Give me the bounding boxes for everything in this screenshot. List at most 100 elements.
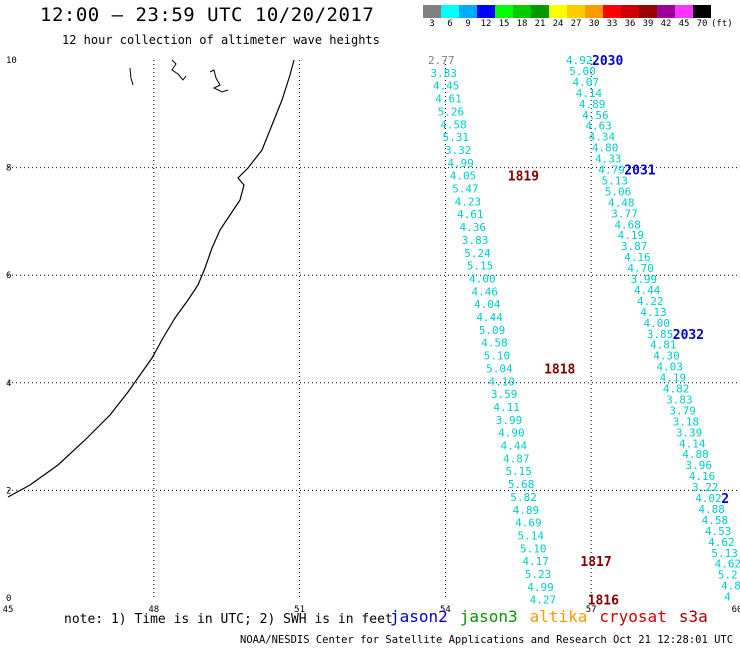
legend-swatch: 15 (495, 5, 513, 29)
legend-swatch: 45 (675, 5, 693, 29)
swh-value-label: 4.80 (592, 142, 619, 155)
swh-value-label: 4.22 (637, 295, 664, 308)
swh-value-label: 3.79 (669, 404, 696, 417)
swh-value-label: 5.26 (438, 105, 465, 118)
legend-color-chip (675, 5, 693, 18)
y-tick-label: 4 (6, 379, 11, 389)
swh-value-label: 5.31 (443, 131, 470, 144)
swh-value-label: 4.14 (679, 437, 706, 450)
legend-color-chip (657, 5, 675, 18)
swh-value-label: 4.99 (447, 157, 474, 170)
swh-value-label: 4.68 (614, 218, 641, 231)
swh-value-label: 4.58 (702, 514, 729, 527)
altimeter-tracks: 2.773.834.454.615.264.585.313.324.994.05… (428, 54, 740, 609)
legend-swatch: 36 (621, 5, 639, 29)
swh-value-label: 4.63 (585, 120, 612, 133)
swh-value-label: 5.00 (569, 65, 596, 78)
swh-value-label: 4.82 (663, 383, 690, 396)
swh-value-label: 4.89 (513, 504, 540, 517)
legend-color-chip (495, 5, 513, 18)
legend-label: 36 (624, 19, 636, 29)
legend-swatch: 3 (423, 5, 441, 29)
satellite-label-s3a: s3a (678, 607, 708, 626)
legend-swatch: 70 (693, 5, 711, 29)
island-outline (129, 67, 134, 86)
swh-value-label: 2.77 (428, 54, 455, 67)
map-title: 12:00 – 23:59 UTC 10/20/2017 (40, 4, 375, 26)
legend-label: 9 (465, 19, 471, 29)
swh-value-label: 5.68 (508, 478, 535, 491)
swh-value-label: 4.30 (653, 350, 680, 363)
swh-value-label: 4.44 (501, 440, 528, 453)
legend-swatch: 42 (657, 5, 675, 29)
swh-value-label: 3.83 (666, 393, 693, 406)
legend-swatch: 6 (441, 5, 459, 29)
x-tick-label: 51 (294, 605, 305, 615)
legend-color-chip (639, 5, 657, 18)
swh-value-label: 5.23 (525, 568, 552, 581)
swh-value-label: 4.90 (498, 427, 525, 440)
legend-label: 15 (498, 19, 510, 29)
swh-value-label: 5.15 (467, 260, 494, 273)
lat-lon-grid (8, 60, 737, 598)
legend-swatch: 12 (477, 5, 495, 29)
swh-value-label: 4.99 (527, 581, 554, 594)
swh-value-label: 4.10 (489, 375, 516, 388)
swh-value-label: 5.24 (464, 247, 491, 260)
island-outline (171, 59, 187, 81)
legend-color-chip (567, 5, 585, 18)
legend-label: 6 (447, 19, 453, 29)
swh-value-label: 5.47 (452, 183, 479, 196)
swh-value-label: 4.62 (715, 558, 740, 571)
swh-value-label: 3.99 (496, 414, 523, 427)
legend-color-chip (477, 5, 495, 18)
swh-value-label: 3.59 (491, 388, 518, 401)
swh-value-label: 4.69 (515, 517, 542, 530)
swh-value-label: 4.44 (476, 311, 503, 324)
legend-color-chip (531, 5, 549, 18)
swh-value-label: 4.45 (433, 80, 460, 93)
swh-value-label: 4.19 (660, 372, 687, 385)
swh-value-label: 4.70 (627, 262, 654, 275)
swh-value-label: 4.44 (634, 284, 661, 297)
legend-label: 42 (660, 19, 672, 29)
time-label: 1818 (544, 362, 575, 377)
swh-value-label: 5.13 (602, 174, 629, 187)
legend-color-chip (513, 5, 531, 18)
y-tick-label: 6 (6, 271, 11, 281)
swh-value-label: 5.15 (505, 465, 532, 478)
color-legend: 3 6 9 12 15 18 21 24 27 30 33 36 39 42 45 70 (423, 5, 711, 29)
time-label: 1817 (580, 555, 611, 570)
legend-color-chip (585, 5, 603, 18)
x-tick-label: 57 (586, 605, 597, 615)
swh-value-label: 5.09 (479, 324, 506, 337)
swh-value-label: 4.8 (721, 580, 740, 593)
swh-value-label: 4.92 (566, 54, 593, 67)
swh-value-label: 4 (724, 591, 731, 604)
legend-color-chip (549, 5, 567, 18)
coastline-path (7, 59, 295, 498)
legend-label: 12 (480, 19, 492, 29)
legend-color-chip (693, 5, 711, 18)
legend-color-chip (423, 5, 441, 18)
axis-tick-labels: 45 48 51 54 57 60 0 2 4 6 8 10 (3, 56, 740, 615)
credit-line: NOAA/NESDIS Center for Satellite Applica… (240, 634, 740, 646)
x-tick-label: 45 (3, 605, 14, 615)
swh-value-label: 3.87 (621, 240, 648, 253)
legend-label: 70 (696, 19, 708, 29)
legend-label: 27 (570, 19, 582, 29)
y-tick-label: 2 (6, 486, 11, 496)
swh-value-label: 5.2 (718, 569, 738, 582)
swh-value-label: 4.16 (624, 251, 651, 264)
swh-value-label: 4.04 (474, 298, 501, 311)
swh-value-label: 3.85 (647, 328, 674, 341)
swh-value-label: 4.58 (481, 337, 508, 350)
time-label: 2031 (624, 164, 655, 179)
swh-value-label: 3.39 (676, 426, 703, 439)
map-note: note: 1) Time is in UTC; 2) SWH is in fe… (64, 612, 393, 627)
time-label: 1819 (508, 170, 539, 185)
x-tick-label: 54 (440, 605, 451, 615)
swh-value-label: 4.16 (689, 470, 716, 483)
legend-label: 30 (588, 19, 600, 29)
time-label: 1816 (588, 594, 619, 609)
